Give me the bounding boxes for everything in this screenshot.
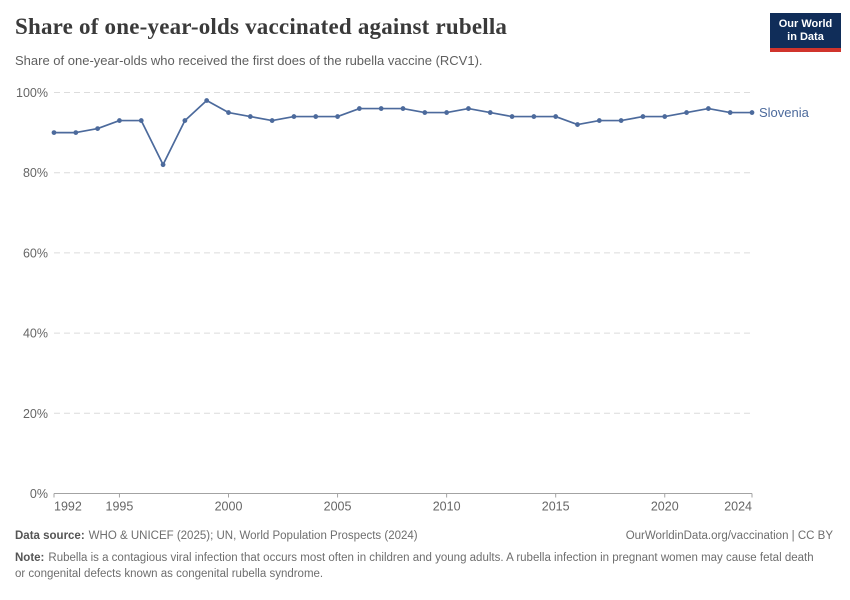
- y-axis-tick-label: 40%: [23, 327, 48, 341]
- y-axis-tick-label: 0%: [30, 487, 48, 501]
- data-point[interactable]: [509, 114, 515, 119]
- line-chart: 0% 20% 40% 60% 80% 100% 1992 1995 2000 2005 2010 20…: [16, 86, 810, 514]
- x-axis-tick-label: 1992: [54, 500, 82, 514]
- data-point[interactable]: [182, 118, 188, 123]
- data-point[interactable]: [662, 114, 668, 119]
- page-title: Share of one-year-olds vaccinated agains…: [15, 14, 508, 39]
- x-axis-tick-label: 2010: [433, 500, 461, 514]
- data-point[interactable]: [444, 110, 450, 115]
- data-point[interactable]: [95, 126, 101, 131]
- data-point[interactable]: [422, 110, 428, 115]
- data-source: Data source: WHO & UNICEF (2025); UN, Wor…: [15, 530, 418, 542]
- data-point[interactable]: [247, 114, 253, 119]
- license-link[interactable]: OurWorldinData.org/vaccination | CC BY: [625, 530, 833, 542]
- data-point[interactable]: [400, 106, 406, 111]
- data-point[interactable]: [531, 114, 537, 119]
- data-point[interactable]: [596, 118, 602, 123]
- data-point[interactable]: [749, 110, 755, 115]
- x-axis-tick-label: 2005: [324, 500, 352, 514]
- chart-footer: Data source: WHO & UNICEF (2025); UN, Wor…: [15, 530, 833, 542]
- data-point[interactable]: [487, 110, 493, 115]
- data-source-text: WHO & UNICEF (2025); UN, World Populatio…: [88, 530, 418, 542]
- chart-note: Note: Rubella is a contagious viral infec…: [15, 551, 820, 582]
- data-point[interactable]: [335, 114, 340, 119]
- x-axis-tick-label: 2020: [651, 500, 679, 514]
- x-axis-tick-label: 2015: [542, 500, 570, 514]
- data-source-label: Data source:: [15, 530, 85, 542]
- data-point[interactable]: [618, 118, 624, 123]
- data-point[interactable]: [51, 130, 57, 136]
- y-axis-tick-label: 20%: [23, 407, 48, 421]
- x-axis-tick-label: 2024: [724, 500, 752, 514]
- data-point[interactable]: [378, 106, 384, 111]
- data-point[interactable]: [466, 106, 471, 111]
- data-point[interactable]: [553, 114, 559, 119]
- data-point[interactable]: [204, 98, 210, 103]
- owid-logo-line1: Our World: [778, 17, 833, 30]
- series-entity-label[interactable]: Slovenia: [759, 105, 810, 120]
- chart-subtitle: Share of one-year-olds who received the …: [15, 53, 483, 68]
- data-point[interactable]: [73, 130, 79, 136]
- y-axis-tick-label: 100%: [16, 86, 48, 100]
- x-axis-tick-label: 2000: [215, 500, 243, 514]
- data-point[interactable]: [356, 106, 362, 111]
- data-point[interactable]: [575, 122, 580, 127]
- data-point[interactable]: [640, 114, 646, 119]
- data-point[interactable]: [117, 118, 122, 123]
- line-chart-svg: 0% 20% 40% 60% 80% 100% 1992 1995 2000 2005 2010 20…: [16, 86, 810, 514]
- y-axis-tick-label: 80%: [23, 166, 48, 180]
- data-point[interactable]: [313, 114, 319, 119]
- data-point[interactable]: [705, 106, 711, 111]
- data-point[interactable]: [291, 114, 297, 119]
- data-point[interactable]: [727, 110, 733, 115]
- owid-logo[interactable]: Our World in Data: [770, 13, 841, 52]
- x-axis-tick-label: 1995: [106, 500, 134, 514]
- y-axis-tick-label: 60%: [23, 246, 48, 260]
- data-point[interactable]: [269, 118, 275, 123]
- note-label: Note:: [15, 552, 45, 564]
- data-point[interactable]: [226, 110, 231, 115]
- data-point[interactable]: [138, 118, 144, 123]
- owid-logo-line2: in Data: [787, 30, 824, 43]
- data-point[interactable]: [160, 162, 166, 168]
- note-text: Rubella is a contagious viral infection …: [15, 552, 814, 580]
- data-point[interactable]: [684, 110, 689, 115]
